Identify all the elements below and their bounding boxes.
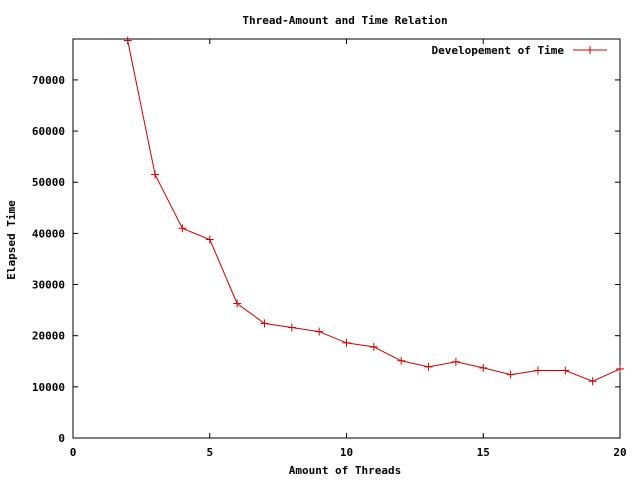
x-axis-label: Amount of Threads <box>289 464 402 477</box>
data-point-marker <box>479 363 488 372</box>
data-point-marker <box>561 366 570 375</box>
y-tick-label: 50000 <box>32 176 65 189</box>
data-point-marker <box>315 327 324 336</box>
data-point-marker <box>588 377 597 386</box>
y-tick-label: 70000 <box>32 74 65 87</box>
y-tick-label: 10000 <box>32 381 65 394</box>
data-point-marker <box>424 362 433 371</box>
legend-label: Developement of Time <box>432 44 565 57</box>
y-axis-label: Elapsed Time <box>5 200 18 280</box>
x-tick-label: 10 <box>340 446 353 459</box>
y-tick-label: 40000 <box>32 227 65 240</box>
y-tick-label: 60000 <box>32 125 65 138</box>
y-tick-label: 0 <box>58 432 65 445</box>
series-group <box>123 36 624 386</box>
chart-title: Thread-Amount and Time Relation <box>242 14 447 27</box>
x-tick-label: 20 <box>613 446 626 459</box>
data-point-marker <box>533 366 542 375</box>
data-point-marker <box>397 356 406 365</box>
data-point-marker <box>123 36 132 45</box>
series-line <box>127 40 621 382</box>
plot-frame <box>72 38 621 439</box>
legend: Developement of Time <box>432 44 607 57</box>
data-point-marker <box>506 370 515 379</box>
data-point-marker <box>451 357 460 366</box>
x-tick-label: 15 <box>477 446 490 459</box>
x-tick-label: 5 <box>206 446 213 459</box>
data-point-marker <box>369 342 378 351</box>
data-point-marker <box>205 235 214 244</box>
data-point-marker <box>287 323 296 332</box>
data-point-marker <box>260 319 269 328</box>
data-point-marker <box>233 299 242 308</box>
x-tick-label: 0 <box>70 446 77 459</box>
data-point-marker <box>178 224 187 233</box>
data-point-marker <box>151 170 160 179</box>
data-point-marker <box>342 338 351 347</box>
legend-marker <box>586 46 594 54</box>
data-point-marker <box>616 364 624 373</box>
y-tick-label: 30000 <box>32 279 65 292</box>
y-axis: 0 10000 20000 30000 40000 50000 60000 70000 <box>32 74 620 445</box>
x-axis: 0 5 10 15 20 <box>70 39 627 459</box>
y-tick-label: 20000 <box>32 330 65 343</box>
